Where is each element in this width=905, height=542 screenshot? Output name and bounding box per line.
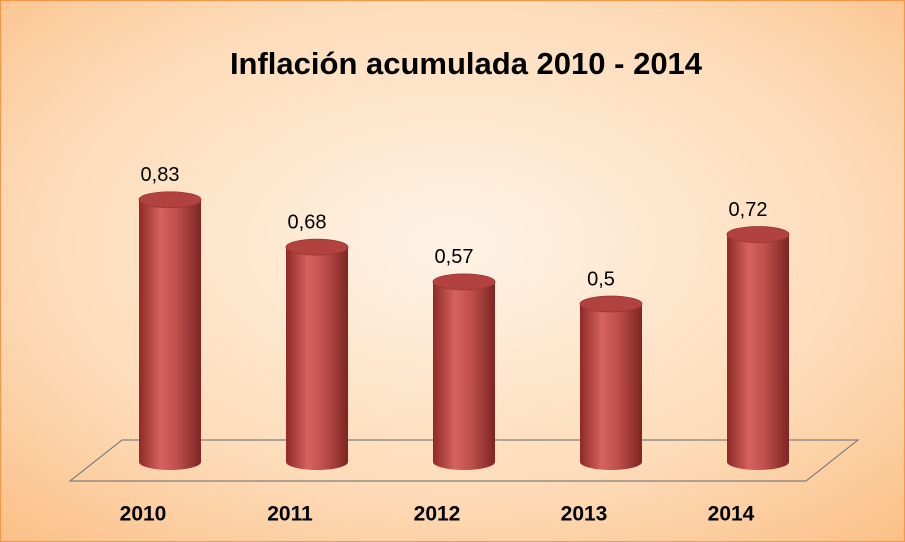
data-label: 0,57 xyxy=(435,246,474,268)
bar-top xyxy=(579,295,643,313)
bar xyxy=(727,234,789,470)
bar-top xyxy=(138,191,202,209)
data-label: 0,72 xyxy=(729,199,768,221)
bar-top xyxy=(285,238,349,256)
chart-title: Inflación acumulada 2010 - 2014 xyxy=(230,46,703,81)
bar-top xyxy=(432,273,496,291)
data-label: 0,5 xyxy=(587,268,615,290)
bar xyxy=(580,304,642,470)
x-tick-label: 2010 xyxy=(120,503,167,526)
data-label: 0,83 xyxy=(141,164,180,186)
x-tick-label: 2012 xyxy=(414,503,461,526)
data-label: 0,68 xyxy=(288,211,327,233)
bar xyxy=(139,199,201,470)
bar-top xyxy=(726,226,790,243)
x-tick-label: 2013 xyxy=(561,503,608,526)
bar xyxy=(433,281,495,470)
x-tick-label: 2011 xyxy=(267,503,313,526)
bar xyxy=(286,247,348,470)
x-tick-label: 2014 xyxy=(708,503,755,526)
